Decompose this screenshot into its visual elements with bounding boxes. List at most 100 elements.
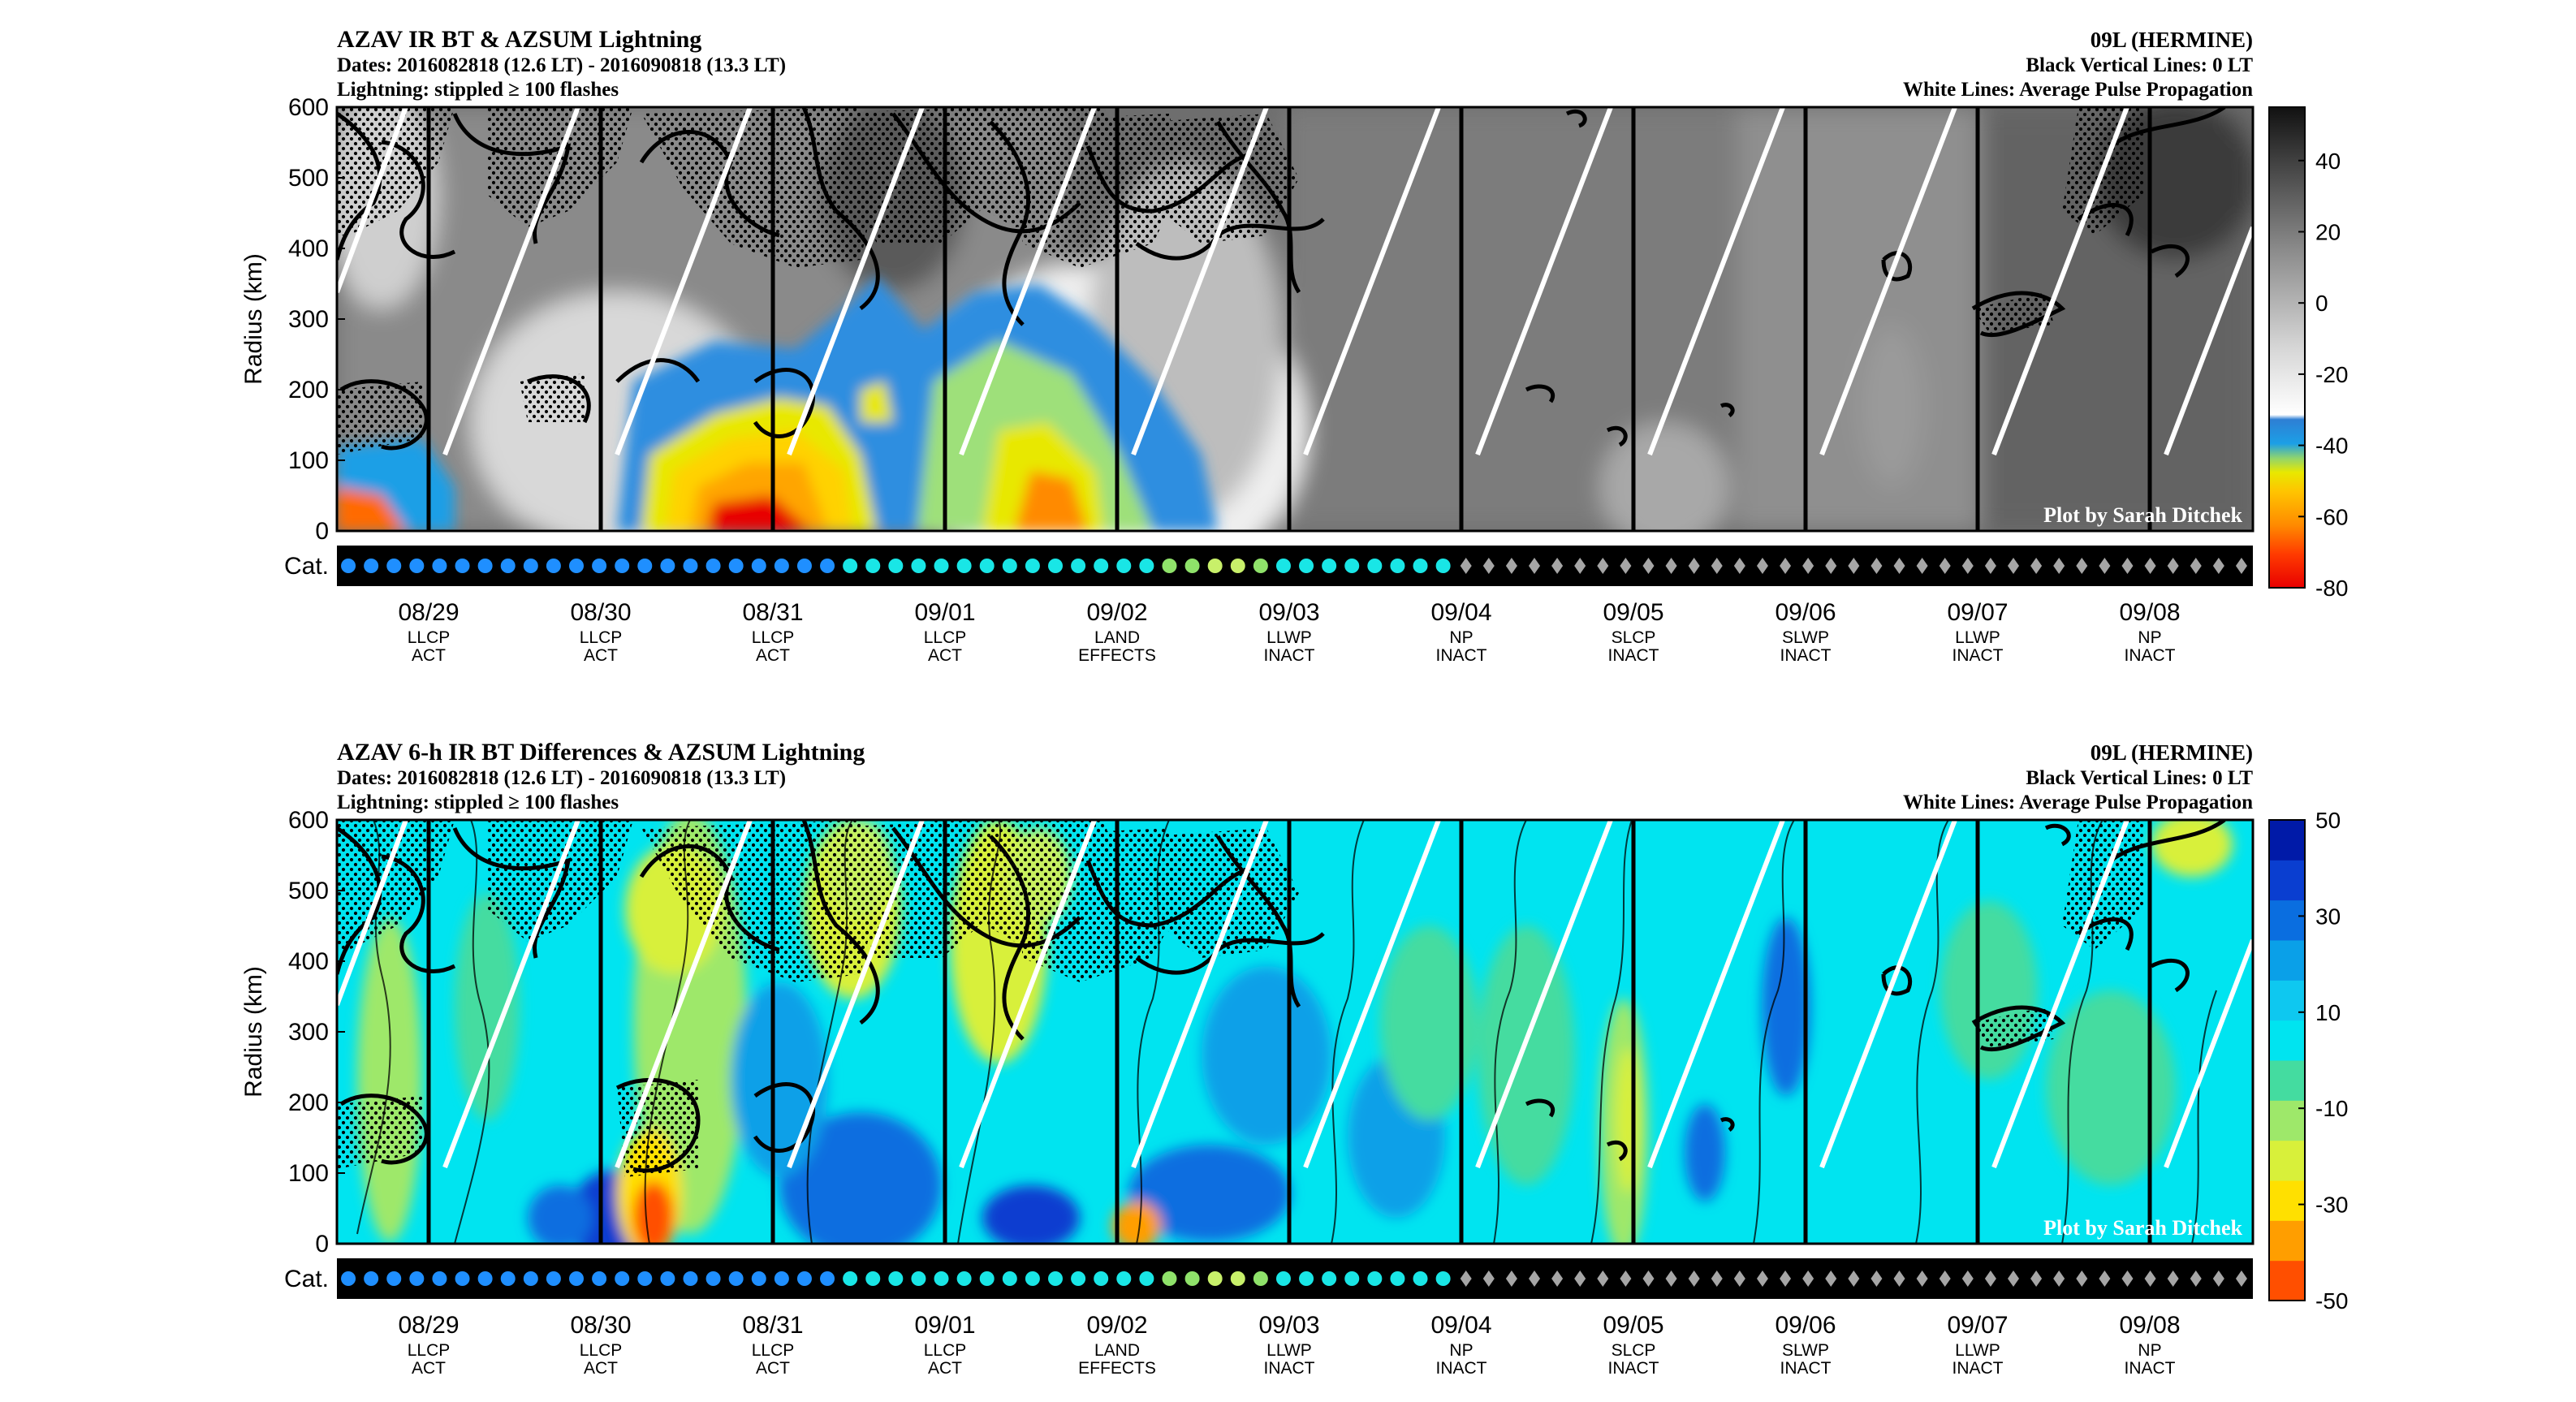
x-date-label: 09/04 [1430,1312,1491,1339]
category-circle-marker [637,1271,653,1286]
x-date-label: 09/05 [1603,1312,1663,1339]
category-diamond-marker [1756,1270,1768,1287]
colorbar-tick-label: 20 [2315,219,2341,244]
category-circle-marker [843,1271,858,1286]
colorbar-tick-label: -60 [2315,504,2348,529]
category-circle-marker [934,559,949,573]
category-diamond-marker [1984,558,1996,574]
colorbar-swatch [2269,1020,2305,1061]
colorbar-tick-label: -40 [2315,434,2348,459]
category-circle-marker [1048,1271,1063,1286]
category-circle-marker [660,1271,675,1286]
x-status-label: ACT [412,646,446,665]
category-circle-marker [1413,559,1428,573]
category-circle-marker [660,559,675,573]
category-circle-marker [1139,559,1154,573]
x-date-label: 09/04 [1430,599,1491,626]
category-diamond-marker [1642,1270,1655,1287]
category-circle-marker [705,559,721,573]
category-diamond-marker [1939,1270,1951,1287]
category-circle-marker [956,1271,972,1286]
x-status-label: ACT [756,1359,790,1378]
category-circle-marker [1299,559,1314,573]
colorbar-tick-label: -20 [2315,362,2348,387]
category-circle-marker [1275,1271,1291,1286]
x-status-label: ACT [412,1359,446,1378]
category-diamond-marker [1551,1270,1564,1287]
category-circle-marker [683,1271,698,1286]
category-circle-marker [1048,559,1063,573]
category-diamond-marker [1482,558,1495,574]
category-circle-marker [774,1271,789,1286]
colorbar-tick-label: -50 [2315,1288,2348,1314]
category-diamond-marker [2212,558,2224,574]
panel2-y-label: Radius (km) [240,966,267,1098]
category-circle-marker [409,1271,425,1286]
x-date-label: 09/06 [1775,599,1836,626]
x-date-label: 08/30 [570,599,631,626]
x-category-label: SLWP [1782,628,1829,647]
category-diamond-marker [1574,1270,1586,1287]
x-category-label: LAND [1094,1341,1140,1360]
ir-bt-diff-panel: AZAV 6-h IR BT Differences & AZSUM Light… [240,739,2348,1378]
panel1-dates: Dates: 2016082818 (12.6 LT) - 2016090818… [337,54,786,76]
category-circle-marker [364,1271,379,1286]
category-diamond-marker [1802,1270,1814,1287]
category-circle-marker [455,559,470,573]
category-circle-marker [1367,559,1383,573]
colorbar-swatch [2269,1220,2305,1262]
y-tick-label: 0 [315,518,329,545]
category-diamond-marker [1529,558,1540,574]
category-diamond-marker [1848,1270,1860,1287]
x-date-label: 09/01 [914,599,975,626]
x-category-label: SLWP [1782,1341,1829,1360]
category-circle-marker [592,1271,607,1286]
category-circle-marker [455,1271,470,1286]
category-diamond-marker [1529,1270,1540,1287]
category-circle-marker [341,1271,356,1286]
category-circle-marker [705,1271,721,1286]
y-tick-label: 300 [288,306,329,333]
category-circle-marker [1139,1271,1154,1286]
x-date-label: 09/03 [1258,1312,1319,1339]
category-diamond-marker [1505,1270,1517,1287]
category-diamond-marker [1802,558,1814,574]
panel1-category-markers [341,558,2247,574]
category-diamond-marker [1505,558,1517,574]
category-diamond-marker [1620,1270,1632,1287]
category-circle-marker [432,1271,447,1286]
panel1-y-axis: 0 100 200 300 400 500 600 [288,94,345,545]
category-diamond-marker [2053,558,2065,574]
x-date-label: 09/05 [1603,599,1663,626]
category-diamond-marker [1871,558,1883,574]
category-circle-marker [979,1271,995,1286]
category-diamond-marker [2008,1270,2019,1287]
panel1-y-label: Radius (km) [240,253,267,385]
category-diamond-marker [1711,558,1723,574]
x-category-label: NP [2138,1341,2161,1360]
category-circle-marker [546,1271,561,1286]
colorbar-swatch [2269,820,2305,861]
category-circle-marker [751,1271,766,1286]
category-diamond-marker [2030,558,2043,574]
category-diamond-marker [1939,558,1951,574]
category-circle-marker [1162,559,1177,573]
y-tick-label: 600 [288,807,329,834]
category-circle-marker [1344,1271,1360,1286]
y-tick-label: 0 [315,1231,329,1257]
category-circle-marker [934,1271,949,1286]
panel2-y-axis: 0 100 200 300 400 500 600 [288,807,345,1257]
x-category-label: SLCP [1612,628,1656,647]
x-category-label: NP [1449,628,1473,647]
x-status-label: ACT [928,646,962,665]
x-category-label: NP [1449,1341,1473,1360]
category-diamond-marker [1871,1270,1883,1287]
panel1-category-strip [337,546,2253,586]
x-date-label: 09/01 [914,1312,975,1339]
category-circle-marker [1207,1271,1223,1286]
category-circle-marker [865,559,881,573]
x-status-label: ACT [584,646,618,665]
category-circle-marker [796,1271,812,1286]
x-category-label: LAND [1094,628,1140,647]
panel1-wlines-note: White Lines: Average Pulse Propagation [1903,79,2253,101]
